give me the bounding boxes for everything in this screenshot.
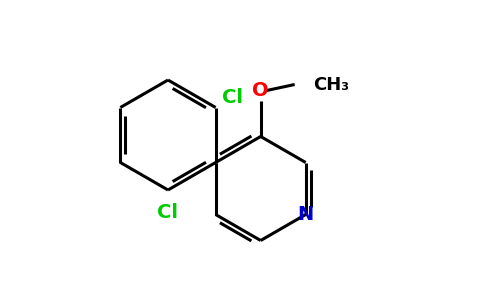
Text: O: O: [252, 81, 269, 100]
Text: Cl: Cl: [223, 88, 243, 107]
Text: Cl: Cl: [157, 202, 179, 221]
Text: N: N: [298, 205, 314, 224]
Text: CH₃: CH₃: [313, 76, 348, 94]
